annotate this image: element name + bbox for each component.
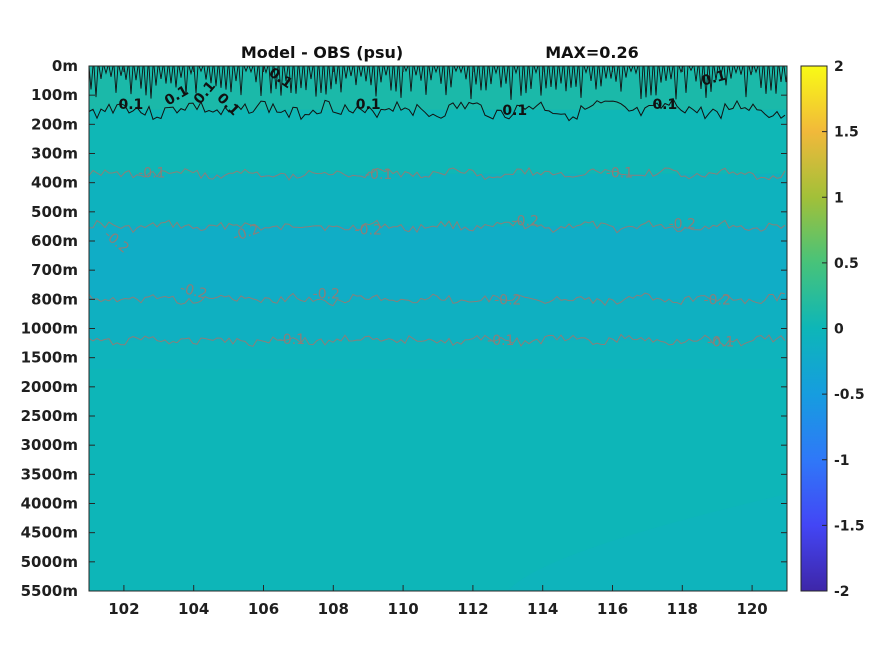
contour-line-0	[89, 97, 786, 122]
x-tick-label-8: 118	[667, 600, 698, 618]
x-tick-label-9: 120	[736, 600, 767, 618]
y-tick-label-12: 2500m	[21, 407, 78, 425]
contour-label-14: -0.2	[355, 222, 382, 238]
heatmap-band-2	[89, 173, 787, 227]
heatmap-band-3	[89, 226, 787, 300]
colorbar-tick-label-2: 1	[834, 190, 844, 206]
colorbar-tick-label-3: 0.5	[834, 256, 859, 272]
contour-label-22: -0.1	[487, 333, 514, 349]
y-tick-label-14: 3500m	[21, 465, 78, 483]
contour-label-6: 0.1	[502, 103, 527, 119]
y-tick-label-10: 1500m	[21, 349, 78, 367]
x-tick-label-5: 112	[457, 600, 488, 618]
contour-label-0: 0.1	[118, 97, 143, 113]
deep-anomaly-region	[507, 494, 787, 591]
colorbar-tick-label-5: -0.5	[834, 387, 865, 403]
contour-line-4	[89, 333, 786, 347]
contour-label-16: -0.2	[669, 217, 696, 233]
contour-lines	[89, 66, 787, 347]
y-tick-label-2: 200m	[31, 115, 78, 133]
contour-label-19: -0.2	[494, 292, 521, 308]
y-tick-label-17: 5000m	[21, 553, 78, 571]
heatmap-bands	[89, 66, 787, 591]
y-tick-label-5: 500m	[31, 203, 78, 221]
plot-area: 0.1 0.1 0.10.10.10.1 0.1 0.10.1-0.1 -0.1 -0.1-…	[88, 65, 788, 592]
y-axis: 0m 100m 200m 300m 400m 500m 600m 700m 800m 1000m 1…	[21, 57, 787, 600]
y-tick-label-11: 2000m	[21, 378, 78, 396]
contour-labels: 0.1 0.1 0.10.10.10.1 0.1 0.10.1-0.1 -0.1 -0.1-…	[101, 66, 735, 350]
y-tick-label-0: 0m	[52, 57, 78, 75]
contour-label-20: -0.2	[704, 292, 731, 308]
colorbar: 2 1.5 1 0.5 0 -0.5 -1 -1.5 -2	[800, 59, 865, 600]
colorbar-tick-label-6: -1	[834, 453, 850, 469]
heatmap-band-1	[89, 109, 787, 175]
max-value-label: MAX=0.26	[545, 43, 639, 62]
x-tick-label-7: 116	[597, 600, 628, 618]
contour-label-21: -0.1	[278, 332, 305, 348]
y-tick-label-18: 5500m	[21, 582, 78, 600]
contour-label-18: -0.2	[313, 287, 340, 303]
colorbar-tick-label-4: 0	[834, 322, 844, 338]
x-tick-label-0: 102	[108, 600, 139, 618]
contour-label-8: 0.1	[700, 68, 728, 90]
colorbar-ticks: 2 1.5 1 0.5 0 -0.5 -1 -1.5 -2	[822, 59, 865, 600]
contour-label-11: -0.1	[606, 165, 633, 181]
contour-label-23: -0.1	[707, 334, 734, 350]
contour-label-9: -0.1	[138, 165, 165, 181]
y-tick-label-15: 4000m	[21, 495, 78, 513]
chart-title: Model - OBS (psu)	[241, 43, 403, 62]
colorbar-tick-label-0: 2	[834, 59, 844, 75]
x-tick-label-4: 110	[387, 600, 418, 618]
y-tick-label-4: 400m	[31, 174, 78, 192]
contour-label-15: -0.2	[512, 214, 539, 230]
contour-label-7: 0.1	[652, 97, 677, 113]
y-tick-label-3: 300m	[31, 145, 78, 163]
y-tick-label-13: 3000m	[21, 436, 78, 454]
surface-contour-spikes	[89, 66, 787, 100]
x-tick-label-3: 108	[318, 600, 349, 618]
y-tick-label-9: 1000m	[21, 320, 78, 338]
y-tick-label-1: 100m	[31, 86, 78, 104]
colorbar-tick-label-1: 1.5	[834, 125, 859, 141]
contour-line-2	[89, 219, 786, 234]
x-tick-label-6: 114	[527, 600, 558, 618]
x-tick-label-1: 104	[178, 600, 209, 618]
x-axis: 102 104 106 108 110 112 114 116 118 120	[108, 66, 768, 618]
colorbar-tick-label-7: -1.5	[834, 518, 865, 534]
x-tick-label-2: 106	[248, 600, 279, 618]
contour-label-5: 0.1	[356, 97, 381, 113]
contour-label-10: -0.1	[365, 167, 392, 183]
heatmap-band-4	[89, 299, 787, 341]
colorbar-tick-label-8: -2	[834, 584, 850, 600]
y-tick-label-7: 700m	[31, 261, 78, 279]
contour-line-3	[89, 292, 786, 307]
y-tick-label-16: 4500m	[21, 524, 78, 542]
heatmap-band-5	[89, 340, 787, 370]
y-tick-label-6: 600m	[31, 232, 78, 250]
contour-line-1	[89, 167, 786, 181]
contour-label-17: -0.2	[178, 280, 209, 303]
y-tick-label-8: 800m	[31, 290, 78, 308]
